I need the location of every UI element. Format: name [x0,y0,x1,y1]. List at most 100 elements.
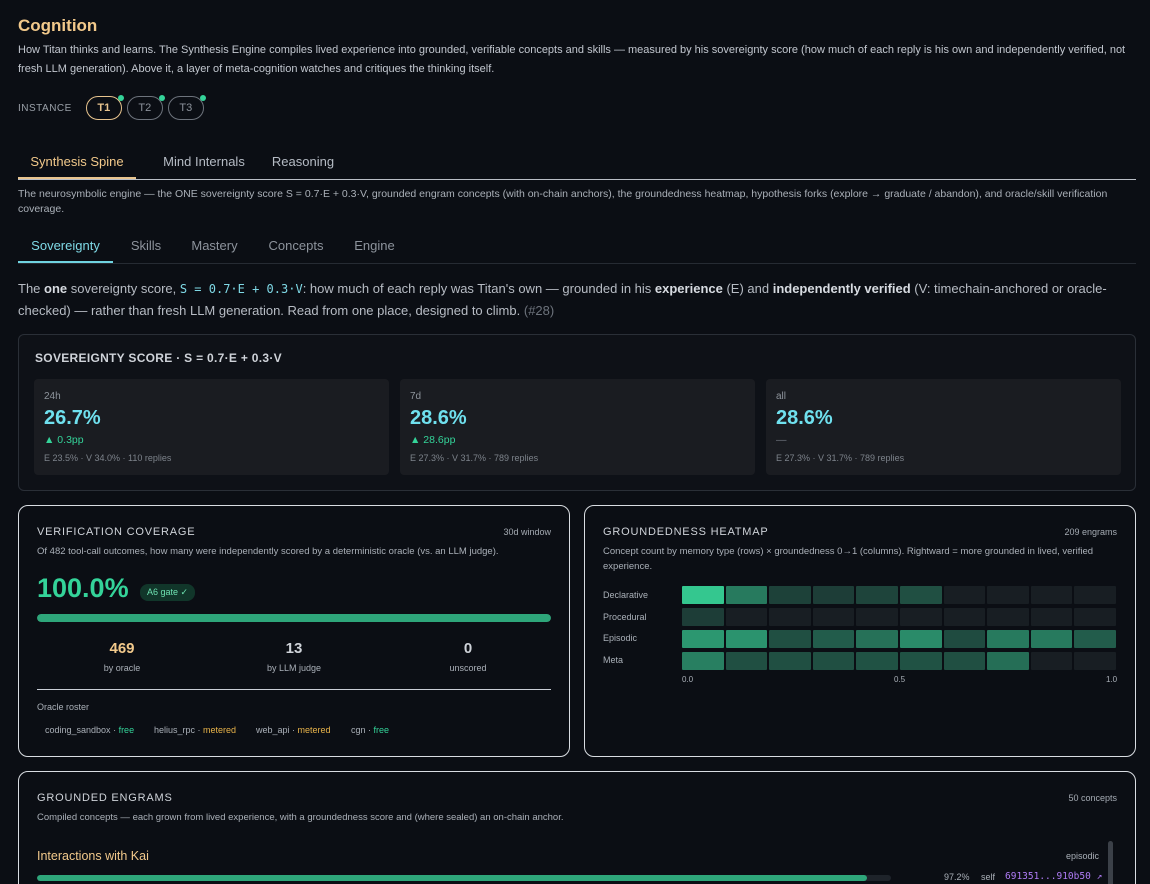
tab-concepts[interactable]: Concepts [268,238,324,253]
sovereignty-card-all: all 28.6% — E 27.3% · V 31.7% · 789 repl… [766,379,1121,475]
card-delta: ▲ 0.3pp [44,434,84,446]
tab-synthesis-spine[interactable]: Synthesis Spine [18,144,136,179]
instance-pill-t3[interactable]: T3 [167,95,206,120]
card-value: 28.6% [410,407,467,429]
heatmap-cell [856,652,898,670]
stat-label: by LLM judge [266,663,322,673]
stat-label: by oracle [103,663,141,673]
status-dot-icon [158,95,165,101]
card-value: 26.7% [44,407,101,429]
heatmap-row-label: Procedural [603,612,647,622]
tab-sovereignty[interactable]: Sovereignty [18,231,113,263]
tab-mind-internals[interactable]: Mind Internals [163,154,245,169]
sub-tabs: Sovereignty Skills Mastery Concepts Engi… [18,231,1136,264]
heatmap-cell [812,652,855,670]
grounded-engrams-panel: GROUNDED ENGRAMS 50 concepts Compiled co… [18,771,1136,884]
heatmap-cell [1030,608,1073,626]
status-dot-icon [199,95,206,101]
heatmap-cell [725,652,768,670]
stat-by-oracle: 469 by oracle [52,640,192,673]
oracle-sep: · [195,725,204,735]
coverage-bar [37,614,551,622]
tab-skills[interactable]: Skills [130,238,162,253]
engrams-description: Compiled concepts — each grown from live… [37,812,564,823]
heatmap-cell [682,652,724,670]
oracle-item: helius_rpc · metered [154,725,236,735]
oracle-tier: free [118,725,135,735]
instance-pill-t2[interactable]: T2 [126,95,165,120]
heatmap-cell [1074,586,1116,604]
tab-mastery[interactable]: Mastery [191,238,238,253]
engram-anchor-link[interactable]: 691351...910b50 ↗ [1005,871,1103,882]
card-delta: — [776,434,787,446]
stat-value: 13 [285,640,303,657]
stat-value: 469 [109,640,135,657]
heatmap-row-label: Episodic [603,633,638,643]
heatmap-axis-label: 0.0 [682,675,694,684]
stat-value: 0 [463,640,473,657]
engine-description: The neurosymbolic engine — the ONE sover… [18,188,1108,215]
stat-unscored: 0 unscored [398,640,538,673]
coverage-value: 100.0% [37,573,129,603]
engram-name[interactable]: Interactions with Kai [37,849,149,863]
verification-coverage-panel: VERIFICATION COVERAGE 30d window Of 482 … [18,505,570,757]
engrams-count: 50 concepts [1068,793,1117,803]
groundedness-heatmap-panel: GROUNDEDNESS HEATMAP 209 engrams Concept… [584,505,1136,757]
heatmap-cell [856,608,898,626]
instance-pill-label: T2 [138,102,152,114]
oracle-roster-label: Oracle roster [37,702,90,712]
heatmap-cell [900,652,942,670]
intro-text: The [18,281,45,296]
tab-engine[interactable]: Engine [354,238,395,253]
instance-pill-label: T1 [97,102,111,114]
heatmap-description: Concept count by memory type (rows) × gr… [603,546,1094,572]
heatmap-cell [987,652,1029,670]
heatmap-cell [682,630,724,648]
card-delta: ▲ 28.6pp [410,434,456,446]
heatmap-cell [812,608,855,626]
card-period: 7d [410,391,422,402]
sovereignty-card-24h: 24h 26.7% ▲ 0.3pp E 23.5% · V 34.0% · 11… [34,379,389,475]
instance-pill-label: T3 [179,102,193,114]
oracle-item: web_api · metered [256,725,331,735]
heatmap-cell [769,652,811,670]
heatmap-cell [725,630,768,648]
oracle-name: web_api [256,725,290,735]
heatmap-cell [812,586,855,604]
heatmap-cell [943,630,986,648]
heatmap-cell [812,630,855,648]
coverage-bar-fill [37,614,551,622]
heatmap-cell [725,608,768,626]
heatmap-cell [682,608,724,626]
tab-reasoning[interactable]: Reasoning [271,154,335,169]
sovereignty-card-7d: 7d 28.6% ▲ 28.6pp E 27.3% · V 31.7% · 78… [400,379,755,475]
heatmap-cell [943,586,986,604]
heatmap-cell [682,586,724,604]
sovereignty-score-panel: SOVEREIGNTY SCORE · S = 0.7·E + 0.3·V 24… [18,334,1136,491]
heatmap-row-label: Declarative [603,590,649,600]
status-dot-icon [117,95,124,101]
verification-title: VERIFICATION COVERAGE [37,526,196,538]
intro-emphasis: experience [654,281,723,296]
engram-type: episodic [1065,851,1099,861]
oracle-sep: · [289,725,298,735]
oracle-item: cgn · free [351,725,389,735]
heatmap-cell [900,630,942,648]
instance-selector: INSTANCE T1 T2 T3 [18,95,209,120]
scrollbar[interactable] [1108,841,1113,884]
heatmap-cell [900,608,942,626]
heatmap-title: GROUNDEDNESS HEATMAP [603,526,769,538]
page-subtitle: How Titan thinks and learns. The Synthes… [18,44,1126,75]
intro-text: (V: timechain-anchored or oracle-checked… [18,281,1107,318]
verification-description: Of 482 tool-call outcomes, how many were… [37,546,499,557]
intro-text: (E) and [722,281,773,296]
heatmap-cell [769,630,811,648]
heatmap-cell [987,608,1029,626]
engram-source: self [981,872,996,882]
instance-label: INSTANCE [18,102,72,114]
card-meta: E 27.3% · V 31.7% · 789 replies [410,453,539,463]
heatmap-cell [856,630,898,648]
heatmap-cell [943,652,986,670]
instance-pill-t1[interactable]: T1 [85,95,124,120]
sovereignty-intro: The one sovereignty score, S = 0.7·E + 0… [18,278,1138,321]
